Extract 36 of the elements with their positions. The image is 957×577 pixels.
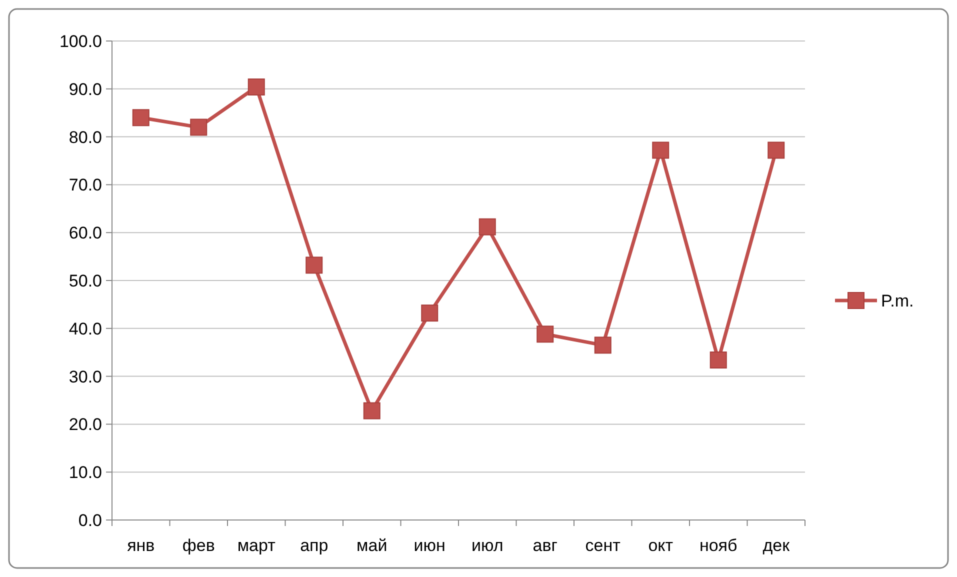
x-tick-label: июн <box>414 536 446 555</box>
point <box>478 218 496 236</box>
x-tick-label: март <box>237 536 276 555</box>
y-tick-label: 80.0 <box>68 128 102 147</box>
x-tick-label: сент <box>585 536 621 555</box>
point <box>421 304 438 322</box>
y-tick-label: 100.0 <box>59 32 102 51</box>
point <box>594 336 612 354</box>
y-tick-label: 10.0 <box>68 463 102 482</box>
y-tick-label: 60.0 <box>68 224 102 243</box>
point <box>248 78 265 96</box>
y-tick-label: 50.0 <box>68 271 102 290</box>
y-tick-label: 20.0 <box>68 415 102 434</box>
y-tick-label: 90.0 <box>68 80 102 99</box>
point <box>710 352 727 369</box>
x-tick-label: фев <box>182 536 215 555</box>
point <box>190 118 208 136</box>
x-tick-label: янв <box>127 536 155 555</box>
y-tick-label: 0.0 <box>78 510 102 530</box>
x-tick-label: май <box>356 536 388 555</box>
point <box>536 326 554 343</box>
point <box>768 142 785 159</box>
x-tick-label: апр <box>300 536 328 555</box>
x-tick-label: дек <box>762 536 790 555</box>
point <box>306 256 323 274</box>
x-tick-label: окт <box>648 536 674 555</box>
y-tick-label: 40.0 <box>68 319 102 338</box>
x-tick-label: июл <box>471 536 504 555</box>
point <box>363 402 380 420</box>
point <box>132 109 150 126</box>
y-tick-label: 70.0 <box>68 176 102 195</box>
legend-label: P.m. <box>881 291 914 310</box>
y-tick-label: 30.0 <box>68 367 102 386</box>
x-tick-label: нояб <box>699 536 738 555</box>
x-tick-label: авг <box>532 536 558 555</box>
point <box>652 142 670 159</box>
